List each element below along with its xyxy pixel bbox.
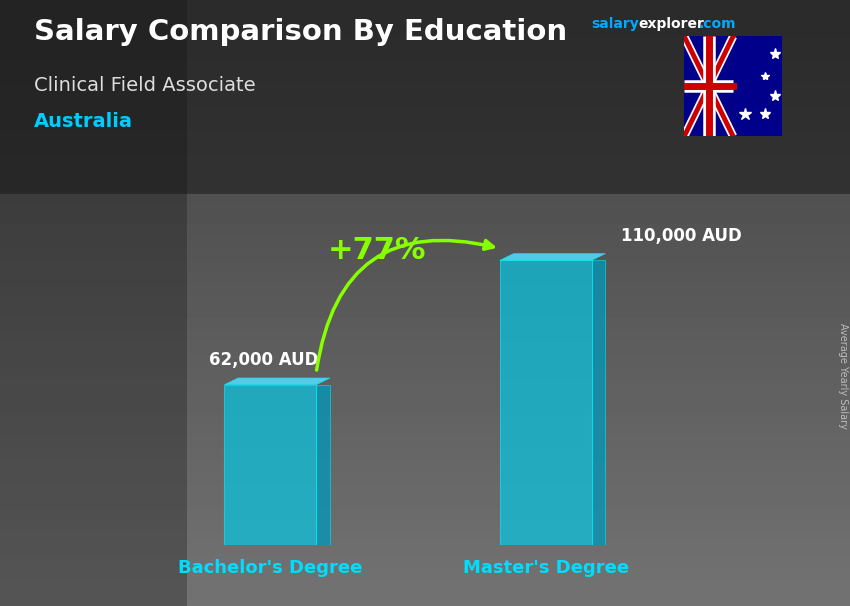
- Text: Australia: Australia: [34, 112, 133, 131]
- Text: 62,000 AUD: 62,000 AUD: [209, 351, 319, 369]
- Bar: [0, 0, 850, 194]
- Text: explorer: explorer: [638, 17, 704, 31]
- Text: +77%: +77%: [328, 236, 427, 264]
- Text: Average Yearly Salary: Average Yearly Salary: [838, 323, 848, 428]
- Text: Salary Comparison By Education: Salary Comparison By Education: [34, 18, 567, 46]
- Text: Clinical Field Associate: Clinical Field Associate: [34, 76, 256, 95]
- Text: .com: .com: [699, 17, 736, 31]
- Bar: [224, 385, 316, 545]
- Bar: [0, 0, 187, 606]
- Text: 110,000 AUD: 110,000 AUD: [620, 227, 741, 245]
- Polygon shape: [224, 378, 330, 385]
- Polygon shape: [500, 253, 605, 261]
- Bar: [500, 261, 592, 545]
- Polygon shape: [316, 385, 330, 545]
- Text: salary: salary: [591, 17, 638, 31]
- Polygon shape: [592, 261, 605, 545]
